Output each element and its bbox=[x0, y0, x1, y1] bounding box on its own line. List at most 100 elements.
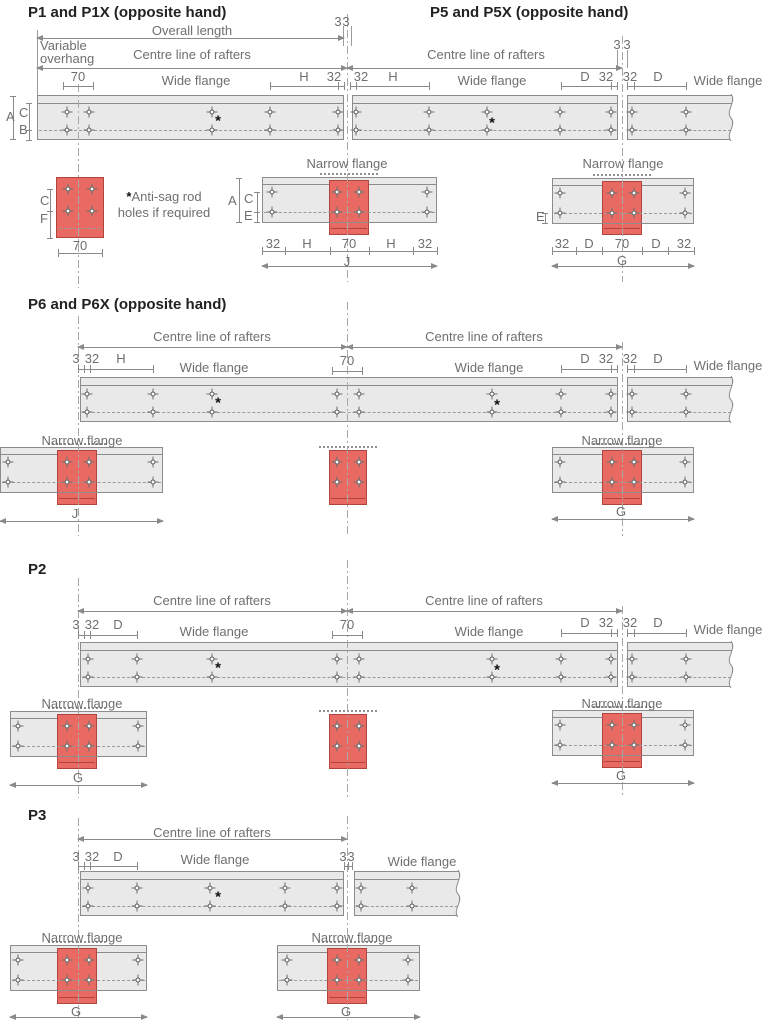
bolt-hole-icon bbox=[406, 900, 418, 912]
flange-fold-line bbox=[38, 103, 343, 104]
dimension-tick bbox=[84, 365, 85, 373]
bolt-hole-icon bbox=[555, 671, 567, 683]
dimension-tick bbox=[617, 629, 618, 637]
variable-overhang-label: Variable overhang bbox=[40, 39, 94, 65]
dimension-label: G bbox=[615, 504, 627, 519]
wide-flange-label: Wide flange bbox=[161, 73, 231, 88]
bolt-hole-icon bbox=[679, 739, 691, 751]
dimension-label: D bbox=[653, 69, 663, 84]
bolt-hole-icon bbox=[82, 882, 94, 894]
dimension-line bbox=[77, 608, 348, 614]
dimension-tick bbox=[611, 629, 612, 637]
purlin-beam-wide-flange bbox=[627, 642, 733, 687]
dimension-tick bbox=[611, 365, 612, 373]
dimension-tick bbox=[137, 631, 138, 639]
bolt-hole-icon bbox=[423, 124, 435, 136]
variable-overhang-line2: overhang bbox=[40, 51, 95, 66]
dimension-tick bbox=[102, 249, 103, 257]
bolt-hole-icon bbox=[353, 720, 365, 732]
dimension-tick bbox=[338, 82, 339, 90]
dimension-label: 32 bbox=[598, 351, 614, 366]
dimension-label: G bbox=[70, 1004, 82, 1019]
bolt-hole-icon bbox=[281, 974, 293, 986]
dimension-label: H bbox=[388, 69, 398, 84]
dimension-tick bbox=[90, 631, 91, 639]
section-title-p5: P5 and P5X (opposite hand) bbox=[430, 4, 629, 21]
bolt-hole-icon bbox=[279, 900, 291, 912]
bolt-hole-icon bbox=[281, 954, 293, 966]
dimension-tick bbox=[542, 223, 548, 224]
dimension-label: G bbox=[616, 253, 628, 268]
dimension-label: 70 bbox=[70, 69, 86, 84]
centre-line bbox=[347, 560, 348, 798]
dimension-tick bbox=[10, 96, 16, 97]
dimension-line bbox=[0, 518, 164, 524]
bolt-hole-icon bbox=[264, 106, 276, 118]
dimension-tick bbox=[236, 178, 242, 179]
bolt-hole-icon bbox=[331, 740, 343, 752]
bolt-hole-icon bbox=[353, 653, 365, 665]
narrow-flange-label: Narrow flange bbox=[41, 433, 123, 448]
dimension-label: 3 bbox=[613, 37, 621, 52]
variable-overhang-line1: Variable bbox=[40, 38, 87, 53]
dimension-label: J bbox=[343, 254, 351, 269]
dimension-line bbox=[627, 86, 634, 87]
bolt-hole-icon bbox=[421, 186, 433, 198]
dimension-tick bbox=[236, 222, 242, 223]
purlin-beam-wide-flange bbox=[627, 95, 733, 140]
centre-line bbox=[78, 84, 79, 288]
cleat-bottom-line bbox=[59, 762, 95, 763]
hidden-edge-dashed-line bbox=[82, 412, 616, 413]
bolt-hole-icon bbox=[554, 719, 566, 731]
dimension-tick bbox=[63, 82, 64, 90]
bolt-hole-icon bbox=[61, 974, 73, 986]
bolt-hole-icon bbox=[680, 671, 692, 683]
dimension-label: H bbox=[386, 236, 396, 251]
narrow-flange-label: Narrow flange bbox=[306, 156, 388, 171]
dimension-label: 3 bbox=[72, 351, 80, 366]
dimension-label: 70 bbox=[614, 236, 630, 251]
hidden-edge-dashed-line bbox=[39, 130, 342, 131]
dimension-line bbox=[551, 516, 695, 522]
bolt-hole-icon bbox=[331, 974, 343, 986]
bolt-hole-icon bbox=[132, 974, 144, 986]
bolt-hole-icon bbox=[554, 456, 566, 468]
dimension-line bbox=[261, 263, 438, 269]
cleat-dashed-line bbox=[59, 228, 101, 229]
purlin-beam-wide-flange bbox=[80, 642, 618, 687]
dimension-tick bbox=[330, 247, 331, 255]
bolt-hole-icon bbox=[628, 187, 640, 199]
hidden-edge-dashed-line bbox=[629, 130, 731, 131]
dimension-tick bbox=[686, 629, 687, 637]
dimension-label: 3 bbox=[72, 849, 80, 864]
dimension-tick bbox=[561, 365, 562, 373]
beam-break-line bbox=[725, 640, 741, 689]
anti-sag-note: *Anti-sag rod holes if required bbox=[110, 189, 218, 221]
centre-line bbox=[622, 606, 623, 798]
bolt-hole-icon bbox=[131, 900, 143, 912]
bolt-hole-icon bbox=[82, 653, 94, 665]
bolt-hole-icon bbox=[680, 653, 692, 665]
dimension-line bbox=[270, 86, 338, 87]
dimension-line bbox=[634, 369, 686, 370]
bolt-hole-icon bbox=[628, 207, 640, 219]
bolt-hole-icon bbox=[62, 183, 74, 195]
bolt-hole-icon bbox=[554, 124, 566, 136]
bolt-hole-icon bbox=[132, 740, 144, 752]
bolt-hole-icon bbox=[12, 740, 24, 752]
dimension-label: G bbox=[615, 768, 627, 783]
anti-sag-hole-marker: * bbox=[215, 394, 221, 412]
dimension-line-vertical bbox=[29, 103, 30, 130]
dimension-tick bbox=[84, 862, 85, 870]
dimension-tick bbox=[362, 367, 363, 375]
bolt-hole-icon bbox=[83, 974, 95, 986]
dimension-label: 32 bbox=[598, 615, 614, 630]
bolt-hole-icon bbox=[81, 388, 93, 400]
bolt-hole-icon bbox=[12, 720, 24, 732]
dimension-line bbox=[350, 86, 356, 87]
bolt-hole-icon bbox=[421, 206, 433, 218]
bolt-hole-icon bbox=[626, 106, 638, 118]
centre-line-label: Centre line of rafters bbox=[153, 329, 271, 344]
bolt-hole-icon bbox=[406, 882, 418, 894]
